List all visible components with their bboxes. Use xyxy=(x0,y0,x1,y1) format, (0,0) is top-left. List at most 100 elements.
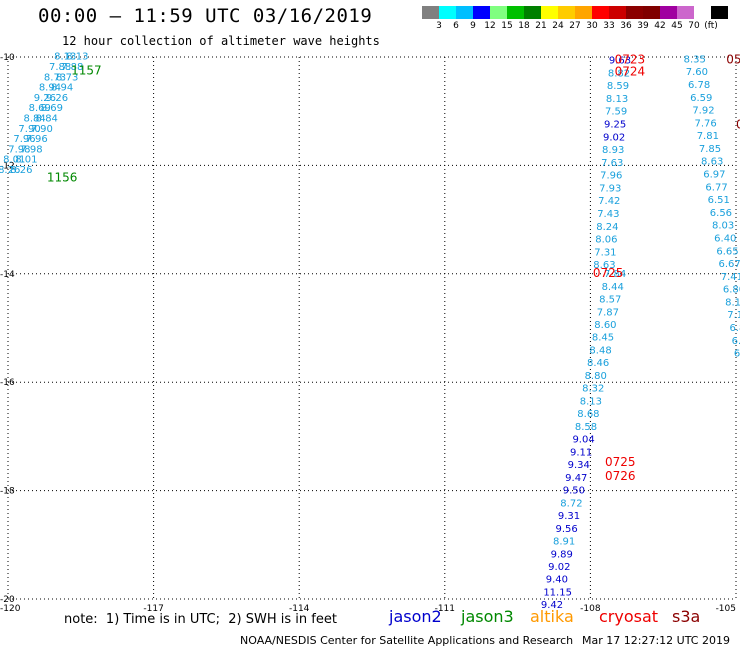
jason2-time-label: 0725 xyxy=(605,455,636,469)
jason2-swh-value: 8.44 xyxy=(602,282,624,293)
s3a-swh-value: 6.65 xyxy=(716,246,738,257)
jason3-swh-value: 7.98 xyxy=(20,144,42,155)
s3a-swh-value: 7.81 xyxy=(697,131,719,142)
cryosat-swh-value: 8.63 xyxy=(593,260,615,271)
colorbar-swatch xyxy=(456,6,473,19)
cryosat-time-label: 0725 xyxy=(593,266,624,280)
jason2-swh-value: 9.02 xyxy=(548,562,570,573)
colorbar-label: 27 xyxy=(569,21,581,31)
jason2-swh-value: 9.56 xyxy=(555,524,577,535)
colorbar-swatch xyxy=(626,6,643,19)
jason2-swh-value: 8.13 xyxy=(580,396,602,407)
jason3-swh-value: 7.96 xyxy=(25,134,47,145)
jason2-swh-value: 9.50 xyxy=(563,486,585,497)
jason2-swh-value: 9.31 xyxy=(558,511,580,522)
colorbar-swatch xyxy=(660,6,677,19)
chart-subtitle: 12 hour collection of altimeter wave hei… xyxy=(62,34,380,48)
colorbar-label: 21 xyxy=(535,21,547,31)
jason3-swh-value: 8.26 xyxy=(10,165,32,176)
colorbar-swatch xyxy=(473,6,490,19)
legend-altika: altika xyxy=(530,607,574,626)
y-tick-label: -18 xyxy=(0,487,15,497)
colorbar-label: 39 xyxy=(637,21,649,31)
legend-jason3: jason3 xyxy=(461,607,514,626)
chart-title: 00:00 — 11:59 UTC 03/16/2019 xyxy=(38,5,373,27)
cryosat-swh-value: 7.43 xyxy=(597,209,619,220)
colorbar-label: 6 xyxy=(453,21,459,31)
cryosat-swh-value: 9.25 xyxy=(604,119,626,130)
cryosat-swh-value: 8.06 xyxy=(595,235,617,246)
s3a-swh-value: 7.60 xyxy=(686,67,708,78)
cryosat-swh-value: 7.31 xyxy=(594,247,616,258)
s3a-swh-value: 8.63 xyxy=(701,157,723,168)
footer-credit: NOAA/NESDIS Center for Satellite Applica… xyxy=(240,634,574,647)
jason3-swh-value: 8.13 xyxy=(66,52,88,63)
x-tick-label: -111 xyxy=(435,604,455,614)
colorbar-label: 15 xyxy=(501,21,513,31)
s3a-swh-value: 6.77 xyxy=(705,182,727,193)
colorbar-label: 36 xyxy=(620,21,632,31)
jason2-swh-value: 8.57 xyxy=(599,295,621,306)
colorbar-swatch xyxy=(507,6,524,19)
s3a-swh-value: 7.92 xyxy=(692,106,714,117)
colorbar-swatch xyxy=(592,6,609,19)
colorbar-swatch xyxy=(609,6,626,19)
jason3-swh-value: 8.73 xyxy=(56,72,78,83)
x-tick-label: -114 xyxy=(289,604,310,614)
cryosat-swh-value: 8.93 xyxy=(602,145,624,156)
legend-cryosat: cryosat xyxy=(599,607,659,626)
jason2-swh-value: 8.46 xyxy=(587,358,609,369)
jason2-swh-value: 11.15 xyxy=(543,587,572,598)
jason2-swh-value: 8.72 xyxy=(560,498,582,509)
s3a-time-label: 0512 xyxy=(726,53,740,67)
cryosat-swh-value: 7.63 xyxy=(601,158,623,169)
colorbar-swatch xyxy=(677,6,694,19)
x-tick-label: -120 xyxy=(0,604,21,614)
cryosat-swh-value: 9.02 xyxy=(603,132,625,143)
jason3-swh-value: 7.88 xyxy=(49,62,71,73)
cryosat-swh-value: 8.24 xyxy=(596,222,618,233)
s3a-swh-value: 7.85 xyxy=(699,144,721,155)
colorbar-swatch xyxy=(490,6,507,19)
legend-jason2: jason2 xyxy=(389,607,442,626)
jason2-swh-value: 9.04 xyxy=(572,435,594,446)
jason3-swh-value: 9.26 xyxy=(46,93,68,104)
jason3-swh-value: 7.90 xyxy=(18,124,40,135)
colorbar-label: 9 xyxy=(470,21,476,31)
jason2-swh-value: 8.60 xyxy=(594,320,616,331)
jason2-swh-value: 8.68 xyxy=(577,409,599,420)
axis-ticks: -120 -117 -114 -111 -108 -105 -10 -12 -14 -16 -18 -… xyxy=(0,53,736,614)
s3a-swh-value: 6.67 xyxy=(719,259,740,270)
x-tick-label: -117 xyxy=(143,604,163,614)
jason2-swh-value: 8.80 xyxy=(585,371,607,382)
grid xyxy=(7,56,737,600)
s3a-swh-value: 6.56 xyxy=(710,208,732,219)
jason2-swh-value: 7.87 xyxy=(597,307,619,318)
s3a-swh-value: 8.35 xyxy=(684,54,706,65)
colorbar-swatch xyxy=(422,6,439,19)
jason2-swh-value: 7.84 xyxy=(604,269,626,280)
colorbar-swatch xyxy=(711,6,728,19)
jason3-time-label: 1156 xyxy=(47,171,78,185)
y-tick-label: -20 xyxy=(0,595,15,605)
colorbar-label: 12 xyxy=(484,21,496,31)
colorbar-label: 30 xyxy=(586,21,598,31)
jason2-swh-value: 9.34 xyxy=(568,460,590,471)
s3a-swh-value: 6.97 xyxy=(703,170,725,181)
jason3-swh-value: 8.01 xyxy=(3,155,25,166)
jason3-swh-value: 8.94 xyxy=(39,83,61,94)
s3a-swh-value: 6.78 xyxy=(688,80,710,91)
jason2-swh-value: 9.47 xyxy=(565,473,587,484)
jason3-swh-value: 9.26 xyxy=(34,93,56,104)
footer-note: note: 1) Time is in UTC; 2) SWH is in fe… xyxy=(64,612,337,627)
s3a-swh-value: 6.51 xyxy=(708,195,730,206)
y-tick-label: -12 xyxy=(0,161,15,171)
cryosat-swh-value: 8.59 xyxy=(607,81,629,92)
colorbar-swatch xyxy=(524,6,541,19)
colorbar-swatch xyxy=(439,6,456,19)
colorbar-swatch xyxy=(541,6,558,19)
s3a-swh-value: 6.80 xyxy=(723,285,740,296)
jason3-swh-value: 7.88 xyxy=(61,62,83,73)
s3a-swh-value: 7.41 xyxy=(721,272,740,283)
jason3-swh-value: 7.90 xyxy=(31,124,53,135)
